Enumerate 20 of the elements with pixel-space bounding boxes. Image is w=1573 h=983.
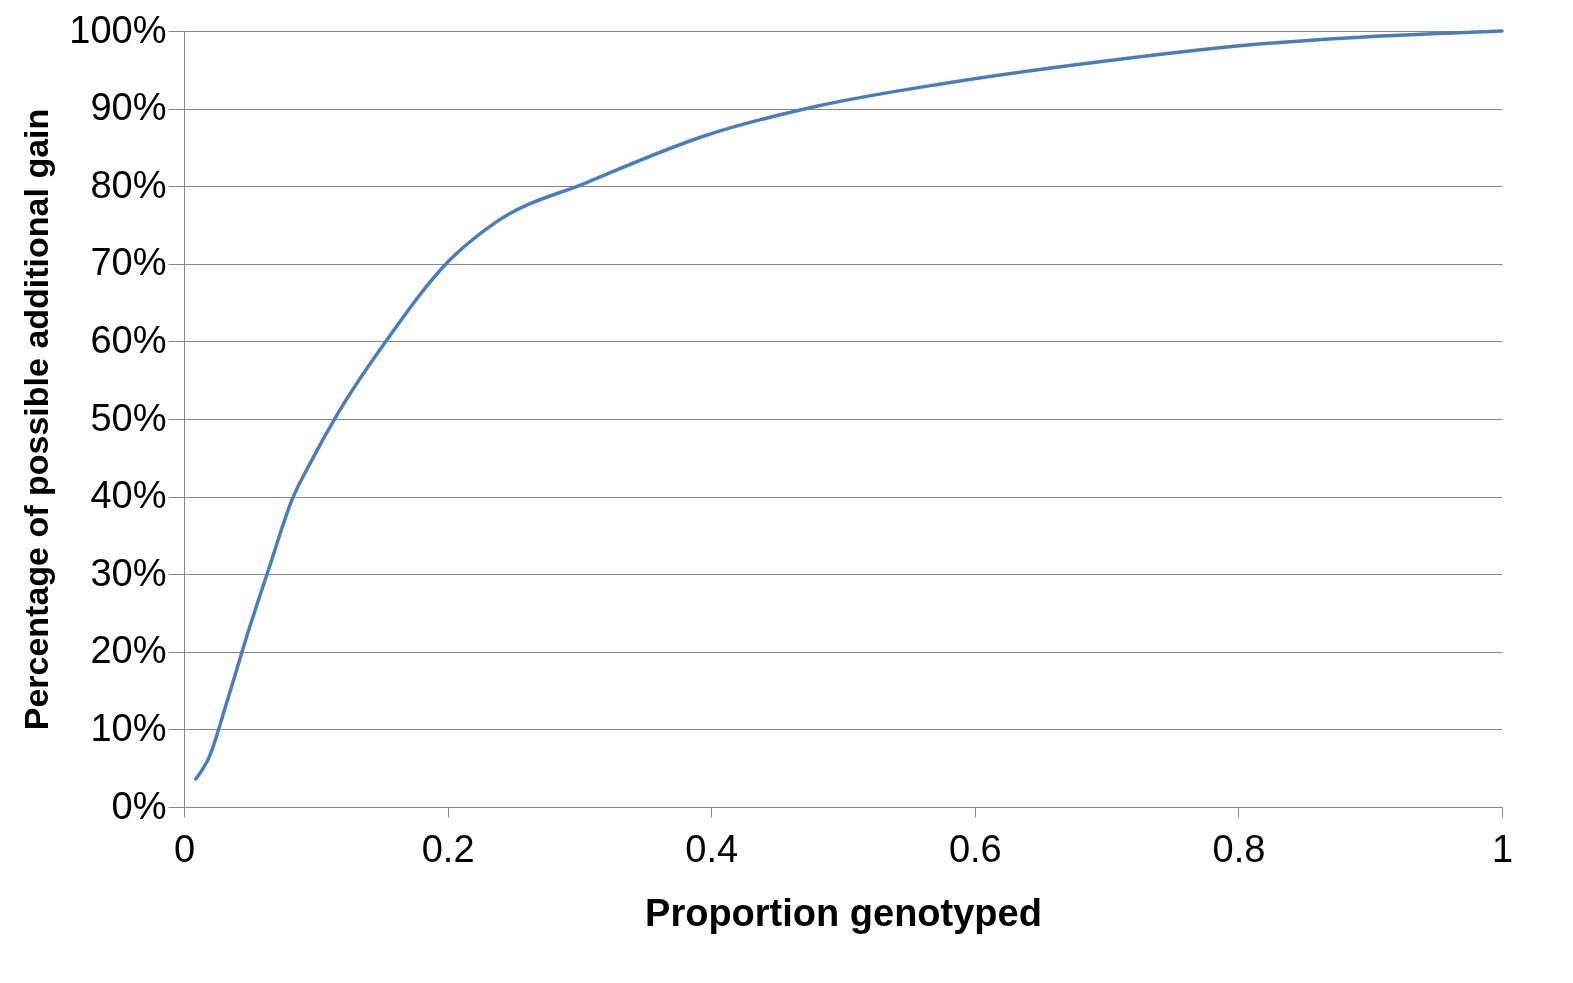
y-tick-label: 80% [90, 163, 167, 206]
y-tick-label: 0% [111, 784, 167, 827]
line-series [194, 29, 1504, 781]
x-tick-label: 0.4 [685, 827, 739, 870]
x-tick-label: 0.8 [1212, 827, 1266, 870]
y-tick-label: 10% [90, 706, 167, 749]
y-tick-label: 60% [90, 318, 167, 361]
y-tick-label: 20% [90, 629, 167, 672]
y-tick-label: 100% [69, 8, 167, 51]
y-tick-label: 70% [90, 241, 167, 284]
y-tick-label: 50% [90, 396, 167, 439]
x-tick-label: 0.2 [421, 827, 475, 870]
x-tick-label: 0.6 [948, 827, 1002, 870]
x-axis-title: Proportion genotyped [645, 891, 1042, 934]
y-axis-title: Percentage of possible additional gain [17, 108, 56, 731]
y-tick-label: 30% [90, 551, 167, 594]
y-tick-label: 40% [90, 474, 167, 517]
x-tick-label: 1 [1491, 827, 1514, 870]
x-tick-label: 0 [173, 827, 196, 870]
y-tick-label: 90% [90, 86, 167, 129]
